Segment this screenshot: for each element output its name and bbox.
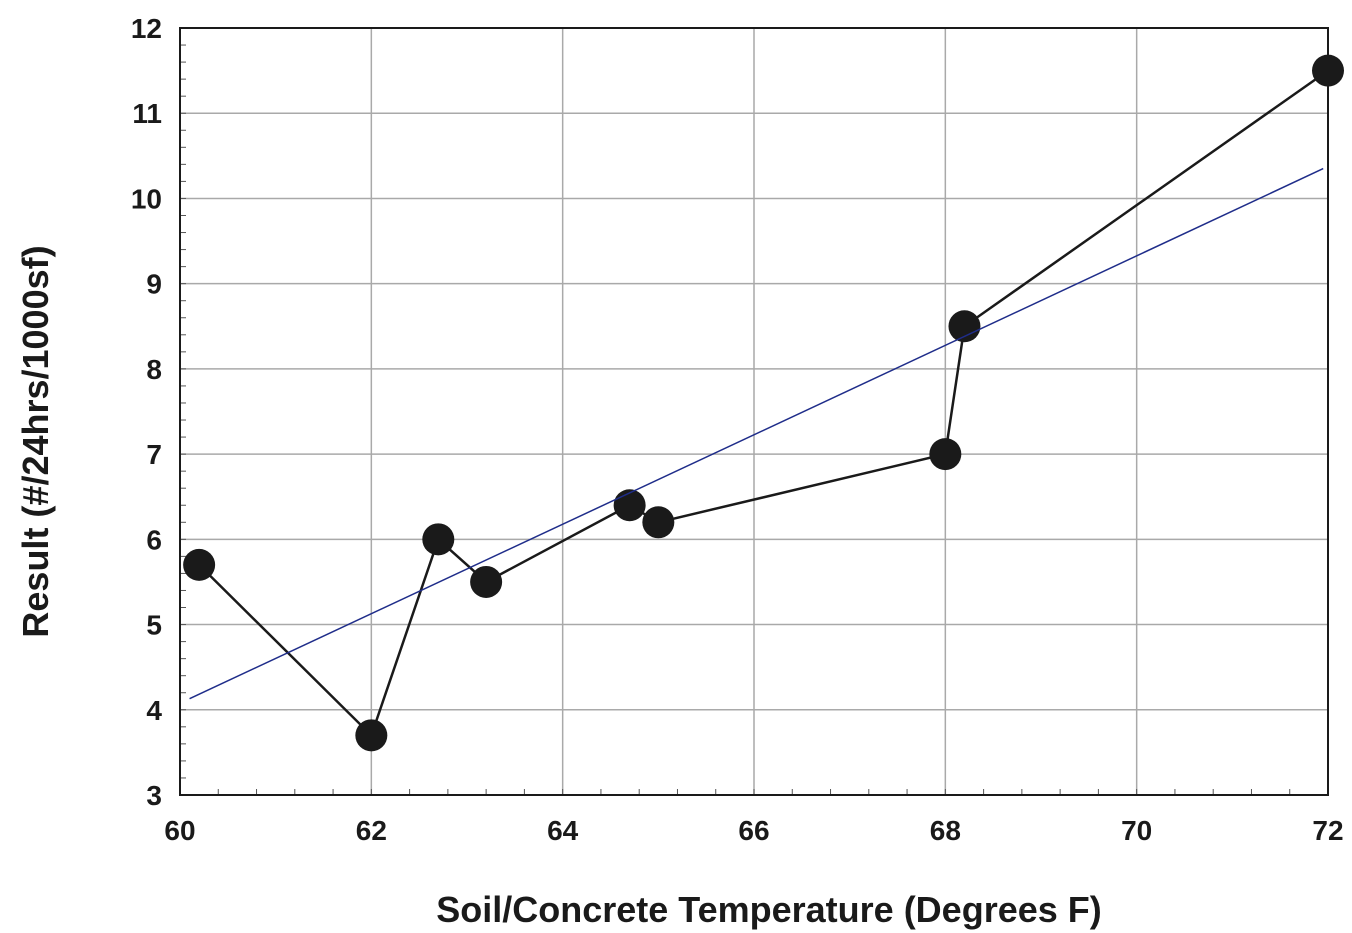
data-point — [422, 523, 455, 556]
series-line — [198, 69, 1329, 738]
x-tick-label: 64 — [547, 815, 579, 846]
y-tick-label: 5 — [146, 610, 162, 641]
data-point — [1312, 54, 1344, 87]
x-tick-label: 70 — [1121, 815, 1152, 846]
x-axis-title: Soil/Concrete Temperature (Degrees F) — [436, 889, 1102, 930]
y-tick-label: 12 — [131, 13, 162, 44]
y-tick-label: 3 — [146, 780, 162, 811]
y-tick-label: 6 — [146, 524, 162, 555]
y-tick-label: 7 — [146, 439, 162, 470]
y-tick-labels: 3 4 5 6 7 8 9 10 11 12 — [131, 13, 163, 811]
x-tick-label: 60 — [164, 815, 195, 846]
x-tick-label: 68 — [930, 815, 961, 846]
plot-area-frame — [179, 27, 1329, 796]
trend-line — [189, 167, 1324, 700]
data-point — [642, 506, 675, 539]
y-tick-label: 4 — [146, 695, 162, 726]
data-point — [183, 548, 216, 581]
data-point — [470, 565, 503, 598]
y-tick-label: 11 — [132, 98, 162, 129]
data-point — [948, 310, 981, 343]
data-point — [929, 438, 962, 471]
data-point — [355, 719, 388, 752]
y-tick-label: 8 — [146, 354, 162, 385]
grid — [179, 27, 1329, 796]
x-tick-label: 62 — [356, 815, 387, 846]
data-point — [613, 489, 646, 522]
y-axis-title: Result (#/24hrs/1000sf) — [15, 245, 56, 637]
series-layer — [183, 54, 1344, 752]
y-tick-label: 10 — [131, 183, 162, 214]
x-tick-label: 72 — [1312, 815, 1343, 846]
x-tick-labels: 60 62 64 66 68 70 72 — [164, 815, 1343, 846]
x-tick-label: 66 — [738, 815, 769, 846]
y-tick-label: 9 — [146, 269, 162, 300]
